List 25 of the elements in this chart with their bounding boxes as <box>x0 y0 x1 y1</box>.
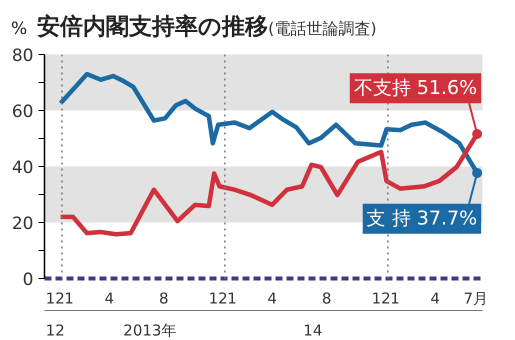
chart-title: 安倍内閣支持率の推移 <box>37 14 268 40</box>
x-tick-label: 8 <box>158 290 168 308</box>
x-tick-label: 12 <box>208 290 228 308</box>
x2-tick-label: 14 <box>303 322 322 340</box>
y-tick-label: 40 <box>12 158 34 178</box>
y-tick-label: 80 <box>12 46 34 66</box>
x-tick-label: 1 <box>390 290 400 308</box>
x-tick-label: 4 <box>104 290 114 308</box>
x-tick-label: 4 <box>267 290 277 308</box>
y-tick-label: 60 <box>12 102 34 122</box>
x-tick-label: 1 <box>64 290 74 308</box>
x-tick-label: 7月 <box>464 290 488 308</box>
x2-tick-label: 2013年 <box>123 322 176 340</box>
annotation: 不支持 51.6% <box>354 77 478 100</box>
y-axis-title: % <box>11 19 28 39</box>
annotation: 支 持 37.7% <box>366 208 478 230</box>
x-tick-label: 8 <box>322 290 332 308</box>
x-tick-label: 4 <box>430 290 440 308</box>
y-tick-label: 0 <box>22 270 34 290</box>
x-tick-label: 12 <box>372 290 391 308</box>
x2-tick-label: 12 <box>46 322 65 340</box>
chart-subtitle: (電話世論調査) <box>268 19 377 38</box>
x-tick-label: 1 <box>227 290 237 308</box>
y-tick-label: 20 <box>12 214 34 234</box>
x-tick-label: 12 <box>46 290 65 308</box>
